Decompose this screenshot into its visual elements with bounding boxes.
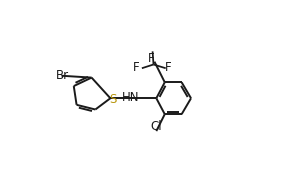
Text: F: F bbox=[165, 61, 171, 74]
Text: Br: Br bbox=[56, 69, 69, 82]
Text: HN: HN bbox=[122, 91, 140, 104]
Text: S: S bbox=[109, 93, 117, 106]
Text: F: F bbox=[147, 52, 154, 65]
Text: F: F bbox=[133, 61, 139, 74]
Text: Cl: Cl bbox=[150, 120, 162, 133]
